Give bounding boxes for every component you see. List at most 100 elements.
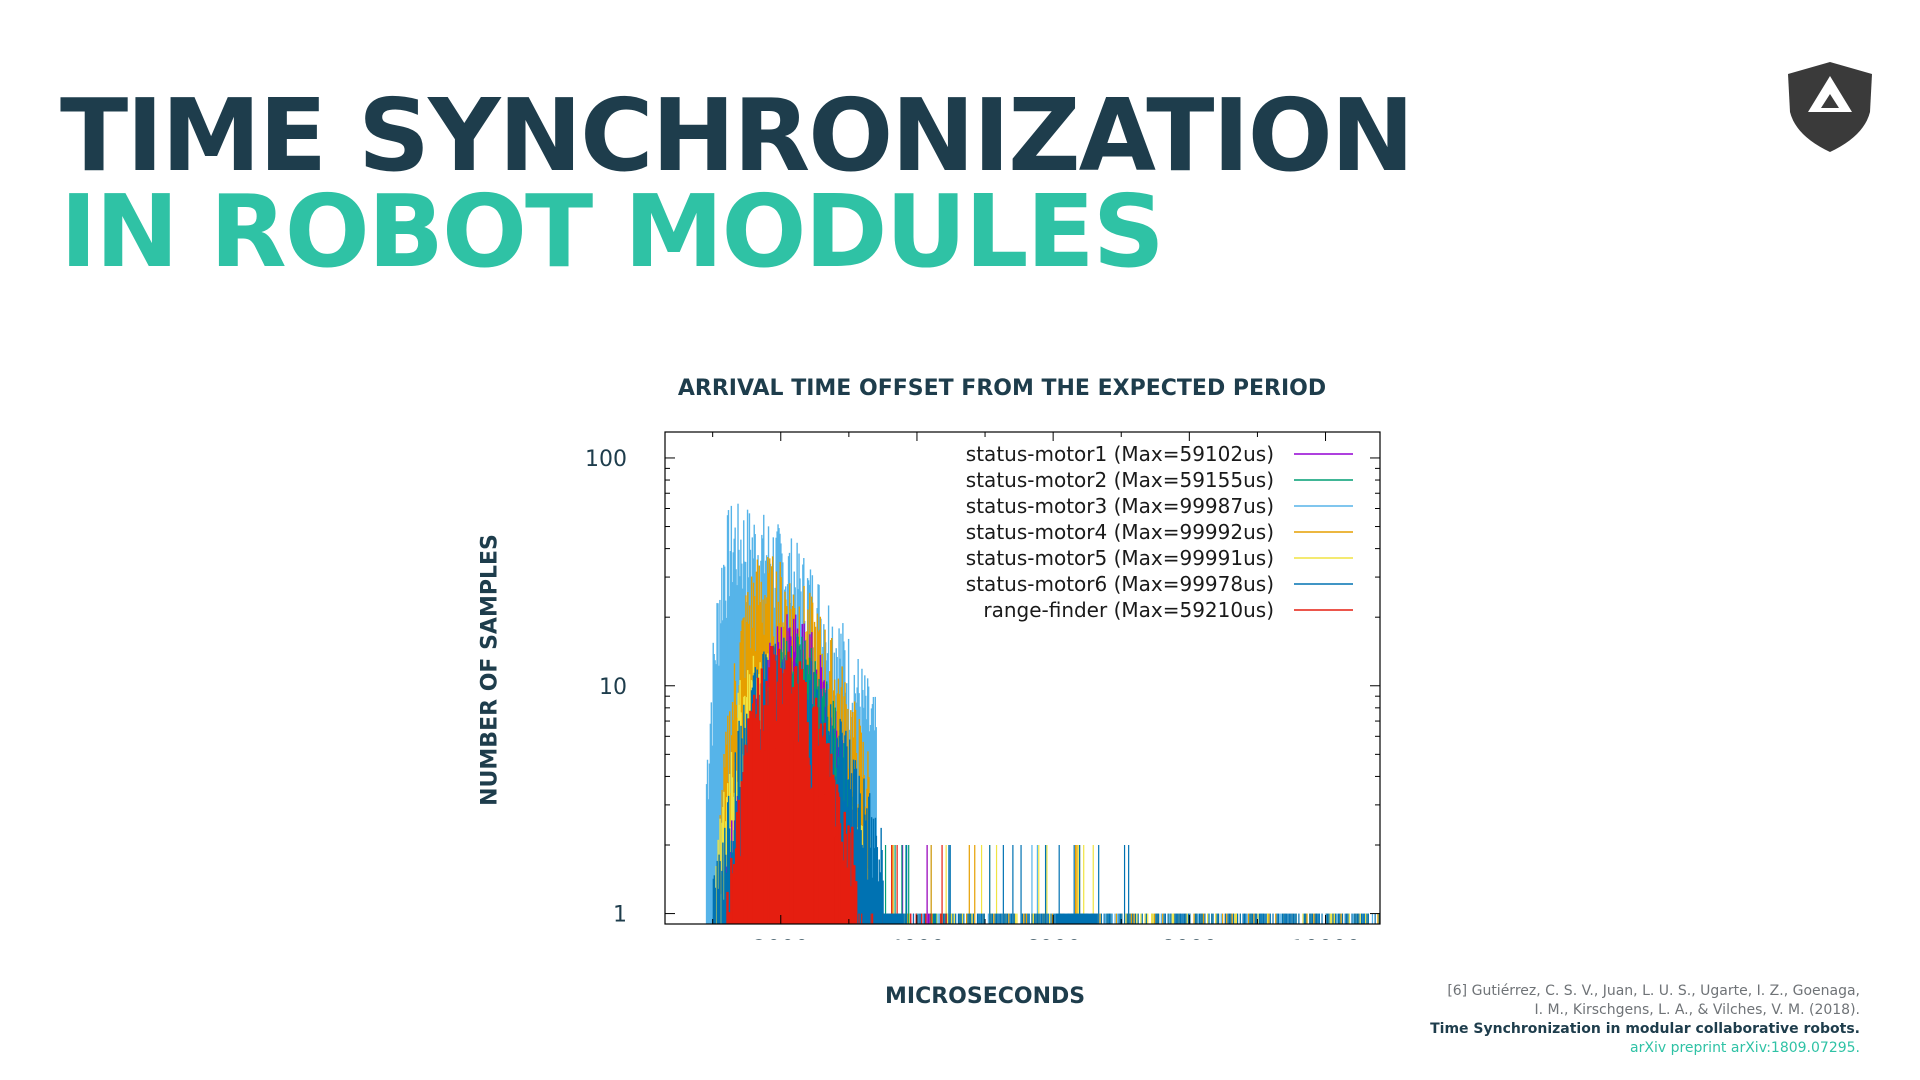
histogram-bar bbox=[980, 913, 983, 924]
legend-item: status-motor1 (Max=59102us) bbox=[966, 442, 1353, 466]
histogram-bar bbox=[934, 913, 936, 924]
histogram-bar bbox=[1024, 913, 1026, 924]
histogram-bar bbox=[875, 727, 877, 924]
histogram-bar bbox=[940, 913, 942, 924]
histogram-bar bbox=[1144, 913, 1146, 924]
histogram-bar bbox=[1050, 913, 1052, 924]
histogram-bar bbox=[707, 799, 710, 924]
legend-label: status-motor5 (Max=99991us) bbox=[966, 546, 1274, 570]
histogram-bar bbox=[1023, 913, 1025, 924]
histogram-bar bbox=[874, 696, 876, 924]
shield-triangle-logo-icon bbox=[1788, 62, 1872, 152]
histogram-bar bbox=[1230, 913, 1232, 924]
histogram-bar bbox=[1340, 913, 1342, 924]
histogram-bar bbox=[904, 913, 906, 924]
histogram-bar bbox=[1208, 913, 1210, 924]
series-6-base-band bbox=[882, 913, 1098, 924]
histogram-bar bbox=[723, 899, 725, 924]
histogram-bar bbox=[1257, 913, 1259, 924]
histogram-bar bbox=[1147, 913, 1149, 924]
histogram-bar bbox=[882, 913, 904, 924]
histogram-bar bbox=[1310, 913, 1312, 924]
histogram-bar bbox=[1130, 913, 1132, 924]
histogram-bar bbox=[1058, 844, 1060, 924]
histogram-bar bbox=[1117, 913, 1119, 924]
histogram-bar bbox=[892, 844, 894, 924]
histogram-bar bbox=[1287, 913, 1289, 924]
histogram-bar bbox=[1288, 913, 1290, 924]
histogram-bar bbox=[882, 880, 884, 924]
histogram-bar bbox=[706, 759, 709, 924]
histogram-bar bbox=[1036, 913, 1038, 924]
histogram-bar bbox=[721, 567, 723, 924]
histogram-bar bbox=[1261, 913, 1263, 924]
histogram-bar bbox=[879, 872, 881, 924]
histogram-bar bbox=[859, 793, 861, 924]
axis-ticks: 2000 4000 6000 8000 10000 1 10 100 bbox=[585, 432, 1380, 940]
histogram-bar bbox=[717, 888, 719, 924]
histogram-bar bbox=[1137, 913, 1139, 924]
histogram-bar bbox=[937, 913, 939, 924]
histogram-bar bbox=[995, 913, 998, 924]
histogram-bar bbox=[1235, 913, 1237, 924]
histogram-bar bbox=[1016, 913, 1018, 924]
histogram-bar bbox=[972, 913, 974, 924]
histogram-bar bbox=[983, 913, 985, 924]
histogram-bar bbox=[1163, 913, 1165, 924]
chart-legend: status-motor1 (Max=59102us)status-motor2… bbox=[966, 442, 1353, 622]
histogram-bar bbox=[968, 844, 970, 924]
histogram-bar bbox=[1129, 913, 1131, 924]
histogram-bar bbox=[1043, 913, 1045, 924]
histogram-bar bbox=[1237, 913, 1239, 924]
histogram-bar bbox=[979, 913, 981, 924]
histogram-bar bbox=[1115, 913, 1117, 924]
legend-item: status-motor2 (Max=59155us) bbox=[966, 468, 1353, 492]
histogram-bar bbox=[1012, 844, 1014, 924]
histogram-bar bbox=[926, 844, 928, 924]
histogram-bar bbox=[1279, 913, 1281, 924]
histogram-bar bbox=[869, 793, 871, 924]
histogram-bar bbox=[870, 708, 873, 924]
histogram-bar bbox=[870, 817, 873, 924]
histogram-bar bbox=[1269, 913, 1271, 924]
histogram-bar bbox=[872, 913, 874, 924]
histogram-bar bbox=[1155, 913, 1157, 924]
histogram-bar bbox=[1217, 913, 1220, 924]
histogram-bar bbox=[901, 844, 904, 924]
histogram-bar bbox=[1339, 913, 1341, 924]
histogram-bar bbox=[1290, 913, 1292, 924]
histogram-bar bbox=[936, 913, 938, 924]
histogram-bar bbox=[1108, 913, 1111, 924]
histogram-bar bbox=[1374, 913, 1376, 924]
histogram-bar bbox=[1110, 913, 1112, 924]
histogram-bar bbox=[1198, 913, 1201, 924]
histogram-bar bbox=[721, 870, 723, 924]
histogram-bar bbox=[1172, 913, 1175, 924]
histogram-bar bbox=[1362, 913, 1364, 924]
histogram-bar bbox=[848, 832, 851, 924]
histogram-bar bbox=[855, 768, 858, 924]
histogram-bar bbox=[1189, 913, 1191, 924]
histogram-bar bbox=[1028, 913, 1030, 924]
histogram-bar bbox=[918, 913, 920, 924]
histogram-bar bbox=[1049, 913, 1051, 924]
histogram-bar bbox=[867, 879, 869, 924]
histogram-bar bbox=[1025, 913, 1028, 924]
histogram-bar bbox=[1355, 913, 1357, 924]
histogram-bar bbox=[1231, 913, 1233, 924]
histogram-bar bbox=[987, 913, 989, 924]
histogram-bar bbox=[1181, 913, 1183, 924]
histogram-bar bbox=[1136, 913, 1138, 924]
histogram-bar bbox=[1351, 913, 1353, 924]
y-tick-label: 100 bbox=[585, 447, 627, 472]
histogram-bar bbox=[728, 828, 731, 924]
histogram-bar bbox=[1106, 913, 1108, 924]
histogram-bar bbox=[720, 893, 722, 924]
histogram-bar bbox=[906, 844, 908, 924]
histogram-bar bbox=[1358, 913, 1360, 924]
histogram-bar bbox=[1123, 844, 1126, 924]
histogram-bar bbox=[1283, 913, 1285, 924]
histogram-plot: 2000 4000 6000 8000 10000 1 10 100 status-motor… bbox=[585, 431, 1381, 940]
histogram-bar bbox=[863, 778, 865, 924]
histogram-bar bbox=[1246, 913, 1248, 924]
